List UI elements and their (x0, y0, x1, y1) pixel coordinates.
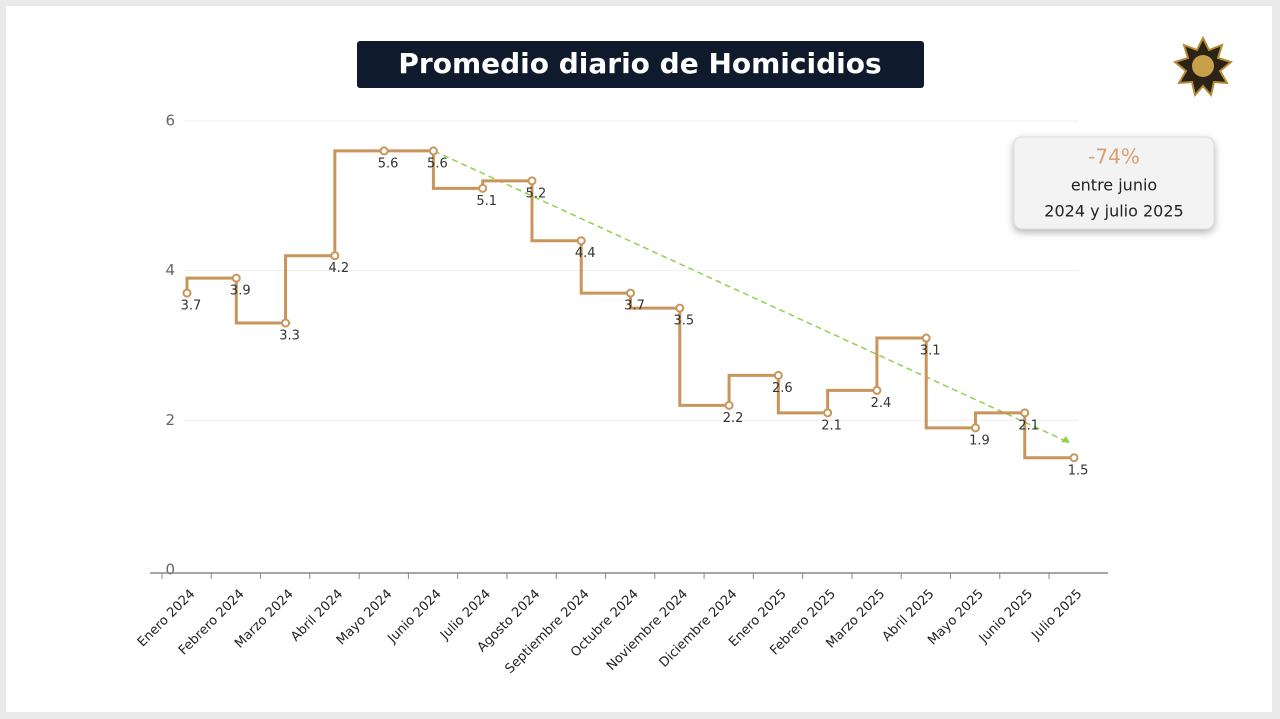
point (1020, 408, 1030, 418)
annotation-value: -74% (1088, 145, 1140, 169)
data-label: 3.5 (673, 314, 694, 329)
point (1069, 453, 1079, 463)
y-tick-label: 4 (165, 261, 175, 279)
data-label: 2.4 (871, 396, 892, 411)
point (675, 303, 685, 313)
x-tick-label: Septiembre 2024 (502, 587, 592, 677)
point (921, 333, 931, 343)
point (724, 400, 734, 410)
data-label: 5.2 (526, 186, 547, 201)
point (576, 236, 586, 246)
data-label: 3.9 (230, 284, 251, 299)
trend-line (433, 150, 1071, 444)
annotation-box: -74% entre junio 2024 y julio 2025 (1013, 136, 1215, 230)
data-label: 3.7 (624, 299, 645, 314)
data-label: 4.2 (328, 261, 349, 276)
data-label: 3.3 (279, 329, 300, 344)
data-label: 1.5 (1068, 463, 1089, 478)
point (330, 251, 340, 261)
point (773, 370, 783, 380)
y-tick-label: 6 (165, 112, 175, 130)
chart: Promedio diario de Homicidios -74% entre… (135, 35, 1234, 677)
trend-arrow (1061, 436, 1070, 443)
data-label: 5.6 (378, 156, 399, 171)
point (478, 183, 488, 193)
data-label: 2.1 (821, 418, 842, 433)
data-label: 3.7 (181, 299, 202, 314)
data-label: 5.6 (427, 156, 448, 171)
data-label: 2.2 (723, 411, 744, 426)
point (379, 146, 389, 156)
logo (1172, 35, 1234, 98)
point (182, 288, 192, 298)
y-tick-label: 0 (165, 561, 175, 579)
point (231, 273, 241, 283)
data-label: 2.6 (772, 381, 793, 396)
point (872, 385, 882, 395)
point (281, 318, 291, 328)
page: Promedio diario de Homicidios -74% entre… (6, 6, 1272, 712)
y-tick-label: 2 (165, 411, 175, 429)
point (823, 408, 833, 418)
data-label: 5.1 (476, 194, 497, 209)
chart-title: Promedio diario de Homicidios (398, 47, 881, 80)
point (428, 146, 438, 156)
step-line (185, 149, 1075, 460)
title-box (357, 41, 924, 88)
annotation-text: entre junio (1071, 176, 1157, 195)
point (970, 423, 980, 433)
data-label: 2.1 (1018, 418, 1039, 433)
data-label: 1.9 (969, 433, 990, 448)
data-label: 3.1 (920, 344, 941, 359)
data-label: 4.4 (575, 246, 596, 261)
annotation-text: 2024 y julio 2025 (1044, 202, 1183, 221)
point (626, 288, 636, 298)
point (527, 176, 537, 186)
x-tick-label: Julio 2025 (1028, 587, 1085, 644)
